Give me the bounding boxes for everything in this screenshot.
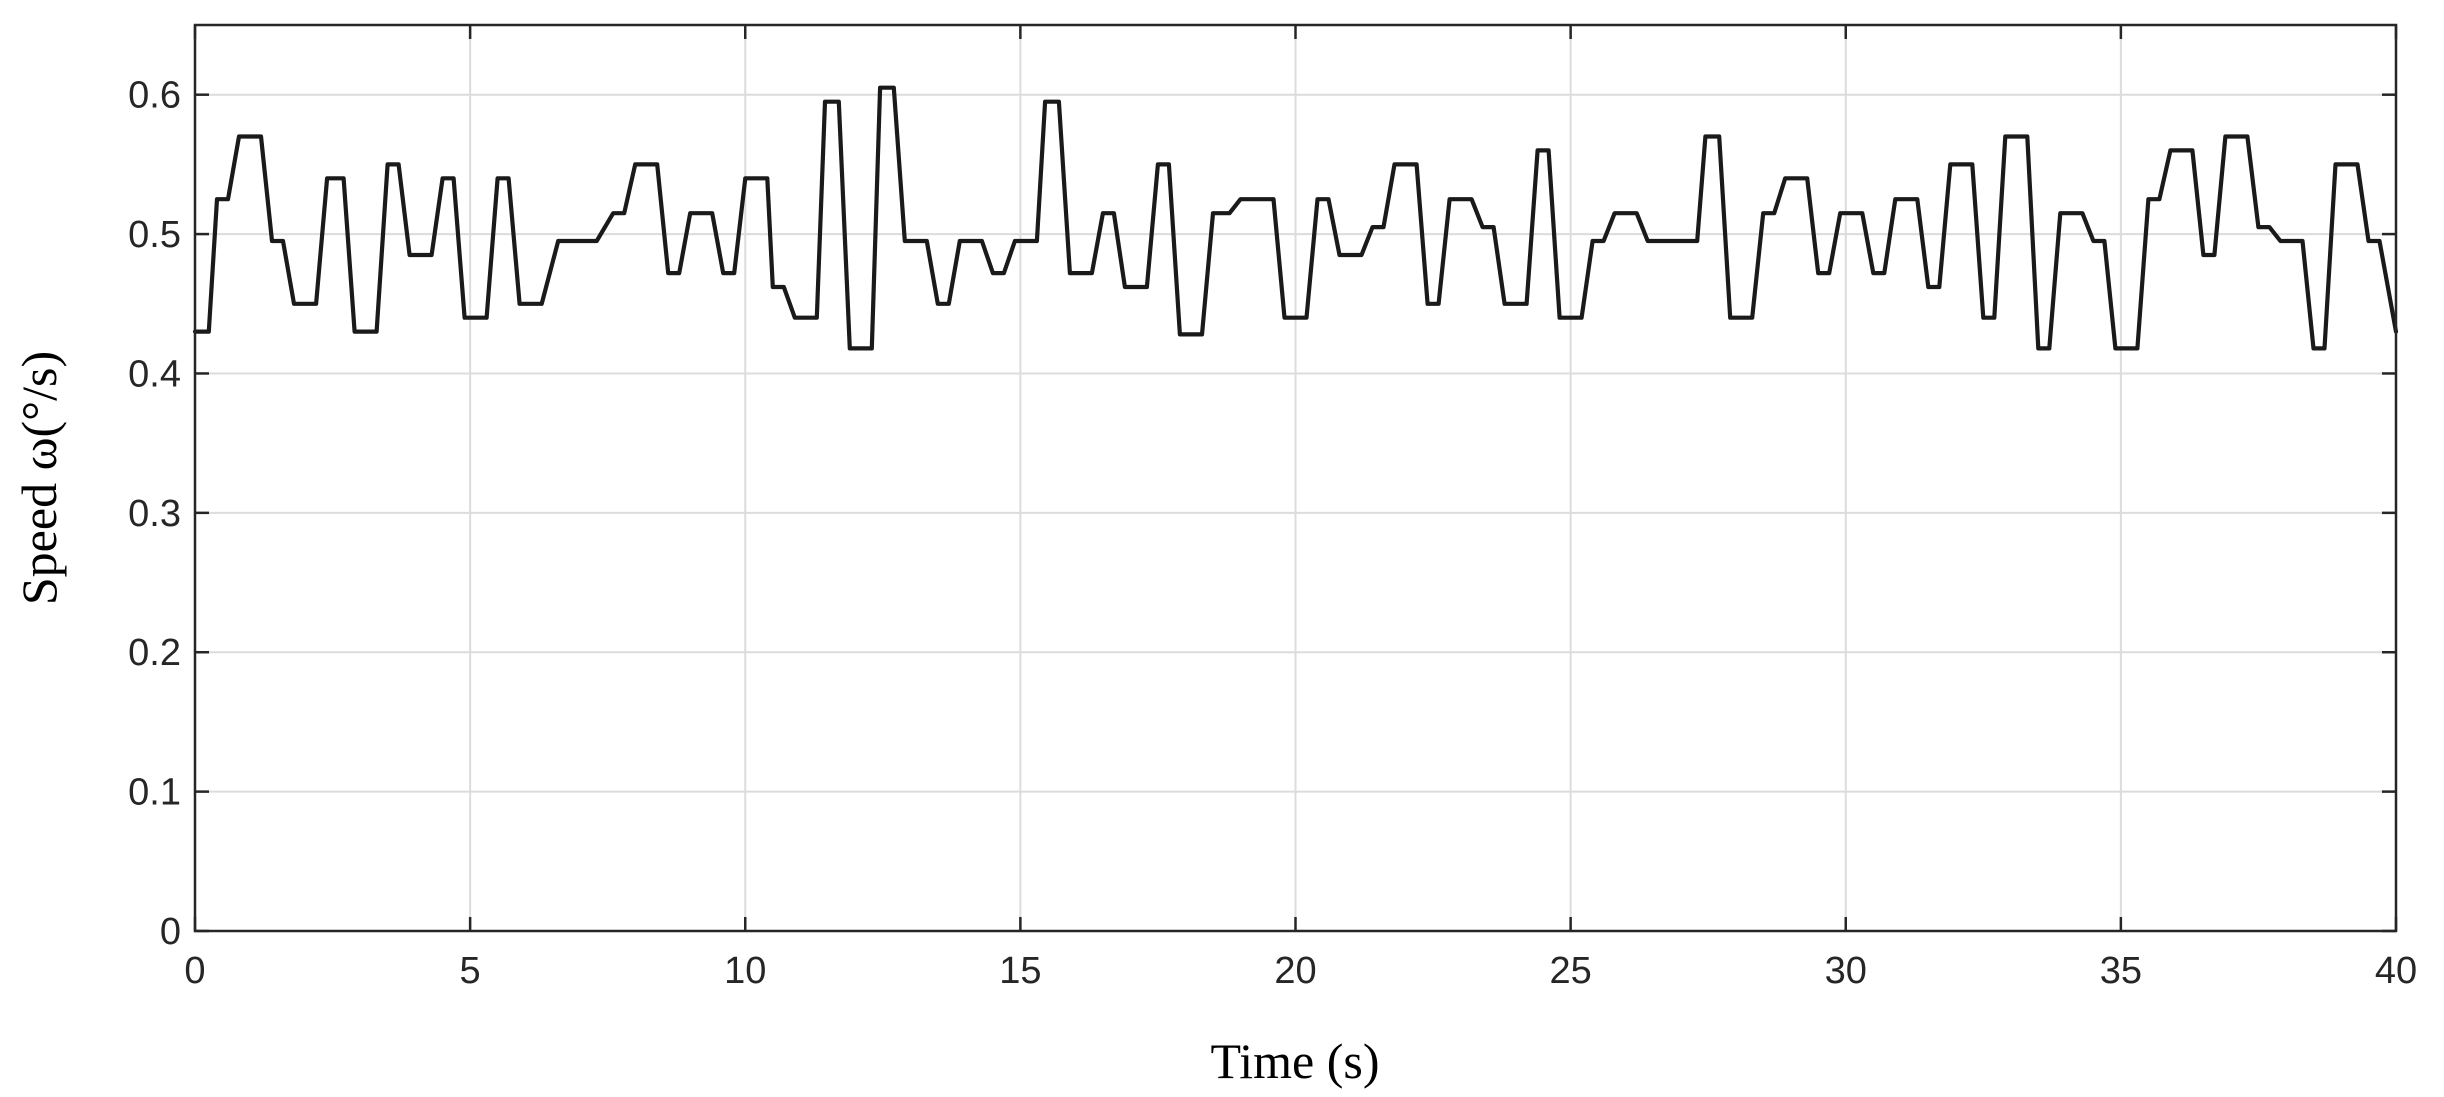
x-axis-title: Time (s) bbox=[1210, 1033, 1379, 1089]
y-tick-label: 0.5 bbox=[128, 214, 181, 256]
y-tick-label: 0.1 bbox=[128, 772, 181, 814]
x-tick-label: 0 bbox=[184, 950, 205, 992]
speed-series-line bbox=[192, 85, 2399, 351]
y-tick-label: 0 bbox=[160, 911, 181, 953]
y-axis-title: Speed ω(°/s) bbox=[11, 351, 67, 605]
axis-ticks: 0 5 10 15 20 25 30 35 40 0 0.1 0.2 0.3 0.4 0.5 0.6 bbox=[128, 25, 2417, 992]
y-tick-label: 0.6 bbox=[128, 75, 181, 117]
x-tick-label: 40 bbox=[2375, 950, 2417, 992]
x-tick-label: 35 bbox=[2100, 950, 2142, 992]
y-tick-label: 0.2 bbox=[128, 632, 181, 674]
data-layer bbox=[192, 85, 2399, 351]
x-tick-label: 15 bbox=[999, 950, 1041, 992]
y-tick-label: 0.4 bbox=[128, 353, 181, 395]
y-tick-label: 0.3 bbox=[128, 493, 181, 535]
x-tick-label: 30 bbox=[1825, 950, 1867, 992]
x-tick-label: 10 bbox=[724, 950, 766, 992]
x-tick-label: 5 bbox=[460, 950, 481, 992]
x-tick-label: 25 bbox=[1549, 950, 1591, 992]
x-tick-label: 20 bbox=[1274, 950, 1316, 992]
